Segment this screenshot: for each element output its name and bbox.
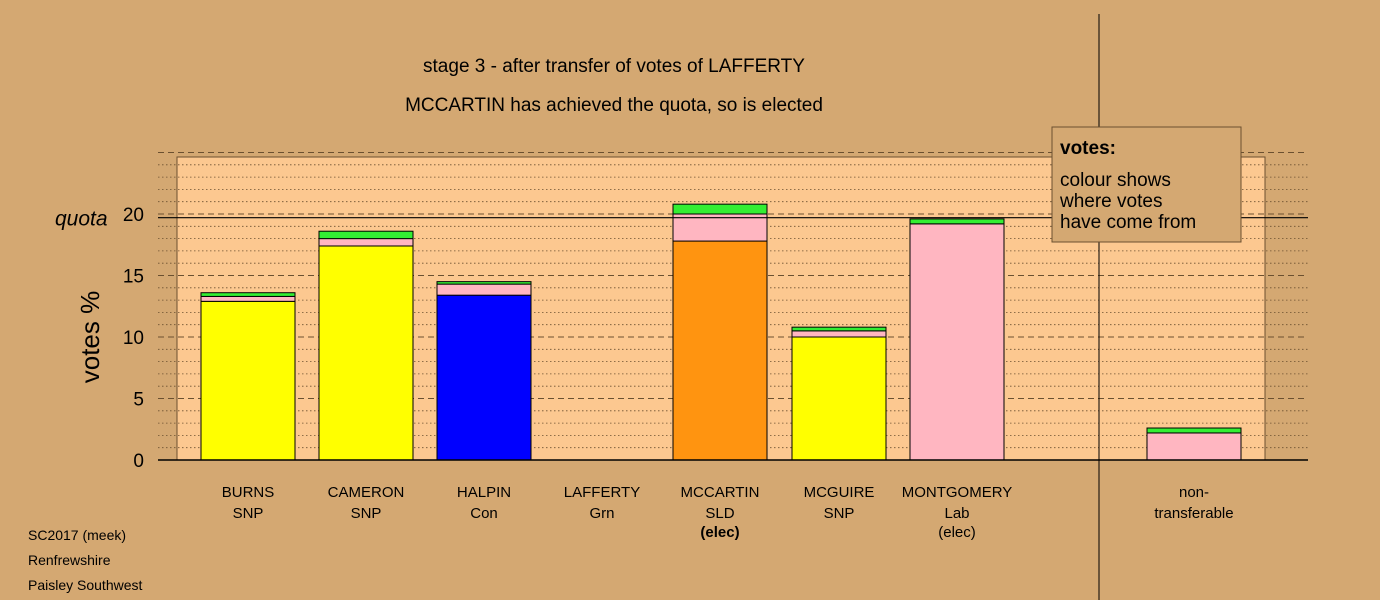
- candidate-party-label: SNP: [233, 505, 264, 522]
- candidate-bar-segment: [909, 218, 1005, 225]
- candidate-bar-segment: [200, 292, 296, 297]
- legend-box: [1051, 126, 1242, 243]
- legend-line: have come from: [1060, 212, 1196, 233]
- footer-council: Renfrewshire: [28, 552, 111, 568]
- x-axis-labels: BURNS SNP CAMERON SNP HALPIN Con LAFFERTY Grn MC…: [222, 484, 1234, 541]
- candidate-name-label: HALPIN: [457, 484, 511, 501]
- candidate-party-label: Grn: [589, 505, 614, 522]
- y-axis-ticks: 0 5 10 15 20: [123, 205, 144, 472]
- candidate-bar-segment: [200, 300, 296, 461]
- legend-title: votes:: [1060, 138, 1116, 159]
- candidate-bar-segment: [318, 245, 414, 461]
- candidate-name-label: CAMERON: [328, 484, 405, 501]
- candidate-party-label: SLD: [705, 505, 734, 522]
- candidate-name-label: MCGUIRE: [804, 484, 875, 501]
- candidate-party-label: Lab: [944, 505, 969, 522]
- candidate-party-label: SNP: [824, 505, 855, 522]
- candidate-bar-segment: [791, 336, 887, 461]
- candidate-name-label: MONTGOMERY: [902, 484, 1013, 501]
- y-tick-label: 20: [123, 205, 144, 226]
- y-tick-label: 5: [133, 390, 144, 411]
- candidate-status-label: (elec): [700, 524, 739, 541]
- candidate-bar-segment: [791, 326, 887, 332]
- candidate-bar-segment: [436, 283, 532, 296]
- candidate-bar-segment: [672, 240, 768, 461]
- legend-line: where votes: [1059, 191, 1162, 212]
- y-tick-label: 10: [123, 328, 144, 349]
- candidate-bar-segment: [318, 230, 414, 240]
- nontransferable-label: transferable: [1154, 505, 1233, 522]
- legend: votes: colour shows where votes have com…: [1051, 126, 1242, 243]
- candidate-party-label: SNP: [351, 505, 382, 522]
- candidate-bar-segment: [909, 223, 1005, 461]
- chart-title: stage 3 - after transfer of votes of LAF…: [423, 56, 805, 77]
- chart-subtitle: MCCARTIN has achieved the quota, so is e…: [405, 95, 823, 116]
- y-axis-label: votes %: [75, 291, 105, 384]
- legend-line: colour shows: [1060, 170, 1171, 191]
- candidate-status-label: (elec): [938, 524, 976, 541]
- candidate-name-label: BURNS: [222, 484, 275, 501]
- quota-label: quota: [55, 208, 108, 231]
- bars: [200, 203, 1242, 461]
- nontransferable-label: non-: [1179, 484, 1209, 501]
- y-tick-label: 0: [133, 451, 144, 472]
- candidate-bar-segment: [672, 203, 768, 215]
- candidate-party-label: Con: [470, 505, 498, 522]
- candidate-bar-segment: [318, 238, 414, 247]
- candidate-bar-segment: [200, 295, 296, 302]
- y-tick-label: 15: [123, 267, 144, 288]
- candidate-name-label: LAFFERTY: [564, 484, 640, 501]
- footer-ward: Paisley Southwest: [28, 577, 143, 593]
- candidate-name-label: MCCARTIN: [681, 484, 760, 501]
- candidate-bar-segment: [436, 281, 532, 285]
- nontransferable-bar-segment: [1146, 432, 1242, 461]
- nontransferable-bar-segment: [1146, 427, 1242, 434]
- footer-election: SC2017 (meek): [28, 527, 126, 543]
- candidate-bar-segment: [791, 330, 887, 338]
- candidate-bar-segment: [436, 294, 532, 461]
